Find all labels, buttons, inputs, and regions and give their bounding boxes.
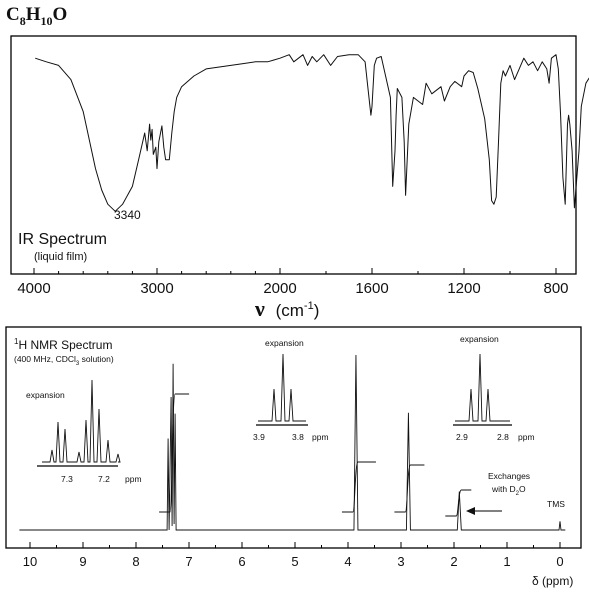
nmr-integral-step — [341, 461, 376, 513]
nmr-title: 1H NMR Spectrum — [14, 337, 112, 352]
nmr-x-tick-label: 7 — [185, 554, 192, 569]
tms-label: TMS — [547, 499, 565, 509]
inset-label: expansion — [26, 390, 65, 400]
nmr-x-tick-label: 8 — [132, 554, 139, 569]
nmr-integral-step — [394, 464, 425, 513]
nmr-x-tick-label: 0 — [556, 554, 563, 569]
nmr-spectrum-trace — [19, 354, 566, 531]
nmr-plot-frame — [5, 326, 582, 549]
nmr-x-tick-label: 6 — [238, 554, 245, 569]
ir-x-tick-label: 1200 — [447, 280, 480, 297]
inset-unit: ppm — [312, 432, 329, 442]
nmr-integral-step — [445, 489, 472, 517]
inset-trace — [258, 353, 306, 422]
inset-tick-label: 7.3 — [61, 474, 73, 484]
inset-label: expansion — [460, 334, 499, 344]
inset-trace — [42, 379, 121, 463]
inset-tick-label: 2.9 — [456, 432, 468, 442]
inset-tick-label: 3.8 — [292, 432, 304, 442]
ir-x-tick-label: 3000 — [140, 280, 173, 297]
nmr-x-tick-label: 5 — [291, 554, 298, 569]
nmr-x-axis-label: δ (ppm) — [532, 574, 573, 588]
nmr-subtitle: (400 MHz, CDCl3 solution) — [14, 354, 114, 367]
ir-x-tick-label: 4000 — [17, 280, 50, 297]
expansion-inset-och2: expansion 3.9 3.8 ppm — [253, 338, 329, 442]
expansion-inset-ch2: expansion 2.9 2.8 ppm — [453, 334, 535, 442]
exchange-note-line2: with D2O — [491, 484, 526, 497]
ir-x-axis: 4000 3000 2000 1600 1200 800 — [17, 268, 569, 297]
inset-unit: ppm — [125, 474, 142, 484]
nmr-x-axis: 10 9 8 7 6 5 4 3 2 1 0 — [23, 542, 564, 569]
nmr-x-tick-label: 1 — [503, 554, 510, 569]
ir-x-tick-label: 800 — [543, 280, 568, 297]
exchange-note-line1: Exchanges — [488, 471, 530, 481]
inset-tick-label: 7.2 — [98, 474, 110, 484]
nmr-integral-step — [159, 393, 190, 513]
expansion-inset-aromatic: expansion 7.3 7.2 ppm — [26, 379, 142, 484]
nmr-integral-curves — [159, 393, 472, 517]
ir-peak-annotation: 3340 — [114, 208, 141, 222]
molecular-formula: C8H10O — [6, 4, 68, 28]
ir-transmittance-trace — [35, 54, 589, 212]
ir-x-axis-label: ν (cm-1) — [254, 296, 319, 321]
inset-tick-label: 3.9 — [253, 432, 265, 442]
nmr-x-tick-label: 10 — [23, 554, 37, 569]
exchange-arrow-head — [466, 507, 475, 515]
nmr-spectrum-panel: 10 9 8 7 6 5 4 3 2 1 0 1H NMR Spectrum (400 MHz, C… — [5, 326, 582, 588]
ir-plot-frame — [10, 35, 577, 275]
inset-label: expansion — [265, 338, 304, 348]
ir-x-tick-label: 1600 — [355, 280, 388, 297]
inset-tick-label: 2.8 — [497, 432, 509, 442]
inset-trace — [455, 353, 510, 422]
nmr-x-tick-label: 9 — [79, 554, 86, 569]
nmr-x-tick-label: 2 — [450, 554, 457, 569]
ir-title: IR Spectrum — [18, 231, 107, 248]
ir-x-tick-label: 2000 — [263, 280, 296, 297]
nmr-x-tick-label: 3 — [397, 554, 404, 569]
nmr-x-tick-label: 4 — [344, 554, 351, 569]
inset-unit: ppm — [518, 432, 535, 442]
ir-spectrum-panel: 4000 3000 2000 1600 1200 800 3340 IR Spectrum… — [10, 35, 589, 321]
ir-subtitle: (liquid film) — [34, 251, 87, 263]
